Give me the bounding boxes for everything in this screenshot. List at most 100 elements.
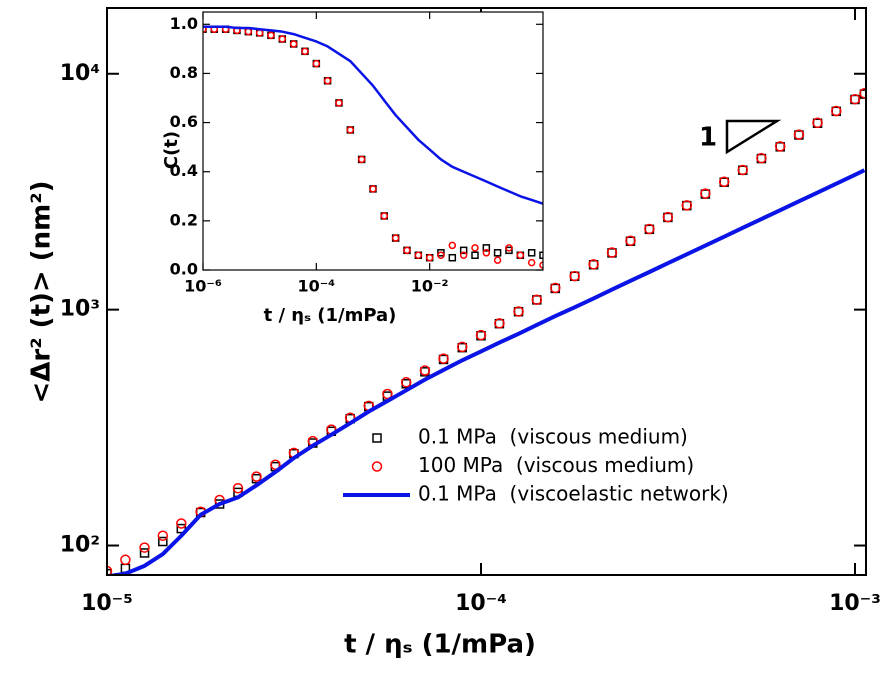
square-marker xyxy=(448,253,457,262)
circle-marker xyxy=(120,554,131,566)
circle-marker xyxy=(625,235,636,247)
circle-marker xyxy=(493,256,502,264)
circle-marker xyxy=(312,59,321,68)
circle-marker xyxy=(531,294,543,305)
y-tick-label: 10² xyxy=(60,533,100,558)
circle-marker xyxy=(550,282,561,294)
plot-area xyxy=(203,12,543,270)
circle-marker xyxy=(718,176,730,188)
y-tick-label: 1.0 xyxy=(170,14,198,33)
circle-marker xyxy=(419,365,431,376)
x-tick-label: 10⁻⁵ xyxy=(81,591,133,616)
square-marker xyxy=(459,246,468,255)
circle-marker xyxy=(505,244,513,252)
circle-marker xyxy=(662,211,674,223)
x-tick-label: 10⁻⁴ xyxy=(455,591,507,616)
circle-marker xyxy=(471,244,479,252)
square-marker xyxy=(437,249,445,257)
circle-marker xyxy=(457,341,468,353)
y-axis-title: C(t) xyxy=(161,131,182,169)
circle-marker xyxy=(270,459,281,471)
x-tick-label: 10⁻³ xyxy=(829,591,880,616)
circle-marker xyxy=(176,518,187,529)
circle-marker xyxy=(737,164,748,176)
plot-frame xyxy=(106,7,867,576)
plot-1: 10⁻⁶ 10⁻⁴ 10⁻² 0.0 0.2 0.4 0.6 0.8 1.0 t / ηₛ (1/… xyxy=(161,11,544,326)
circle-marker xyxy=(369,185,377,193)
legend-text: 100 MPa (viscous medium) xyxy=(418,453,694,477)
circle-marker xyxy=(403,246,411,255)
circle-marker xyxy=(700,188,711,199)
y-tick-label: 0.4 xyxy=(170,161,198,180)
circle-marker xyxy=(391,234,400,242)
circle-marker xyxy=(494,318,505,329)
circle-marker xyxy=(346,126,355,134)
square-marker xyxy=(539,251,543,260)
square-marker xyxy=(158,536,168,547)
x-axis-title: t / ηₛ (1/mPa) xyxy=(264,305,397,326)
circle-marker xyxy=(382,388,393,400)
y-tick-label: 10³ xyxy=(60,297,100,322)
circle-marker xyxy=(756,152,767,164)
circle-marker xyxy=(831,105,842,117)
circle-marker xyxy=(232,482,244,494)
circle-marker xyxy=(569,270,580,282)
circle-marker xyxy=(437,251,445,260)
square-marker xyxy=(493,249,502,257)
circle-marker xyxy=(482,249,491,257)
circle-marker xyxy=(139,542,150,553)
circle-marker xyxy=(859,87,866,99)
y-tick-label: 0.0 xyxy=(170,260,198,279)
circle-marker xyxy=(448,241,457,250)
circle-marker xyxy=(278,35,287,43)
circle-marker xyxy=(323,77,332,85)
circle-marker xyxy=(289,40,298,48)
legend-text: 0.1 MPa (viscoelastic network) xyxy=(418,482,729,506)
square-marker xyxy=(139,548,150,558)
legend-marker xyxy=(371,461,383,472)
y-tick-label: 0.8 xyxy=(170,63,198,82)
series-group xyxy=(203,25,543,269)
y-axis-title: <Δr² (t)> (nm²) xyxy=(27,181,57,404)
legend-text: 0.1 MPa (viscous medium) xyxy=(418,425,688,449)
circle-marker xyxy=(425,253,434,262)
square-marker xyxy=(505,246,513,255)
y-tick-label: 0.6 xyxy=(170,112,198,131)
series-line xyxy=(107,168,866,575)
circle-marker xyxy=(539,261,543,269)
circle-marker xyxy=(157,530,169,542)
legend-marker xyxy=(372,433,382,443)
circle-marker xyxy=(812,117,823,129)
square-marker xyxy=(527,249,536,257)
circle-marker xyxy=(516,251,525,260)
circle-marker xyxy=(513,306,524,317)
circle-marker xyxy=(774,141,786,152)
circle-marker xyxy=(380,212,389,220)
circle-marker xyxy=(107,565,113,575)
circle-marker xyxy=(475,329,487,341)
circle-marker xyxy=(203,25,207,33)
circle-marker xyxy=(251,471,262,482)
circle-marker xyxy=(301,47,309,56)
circle-marker xyxy=(588,259,599,270)
slope-label: 1 xyxy=(699,123,717,153)
circle-marker xyxy=(267,31,275,40)
circle-marker xyxy=(335,99,343,107)
circle-marker xyxy=(459,251,468,260)
y-tick-label: 0.2 xyxy=(170,210,198,229)
x-tick-label: 10⁻² xyxy=(411,277,449,296)
circle-marker xyxy=(681,200,693,211)
series-group xyxy=(107,87,866,575)
x-axis-title: t / ηₛ (1/mPa) xyxy=(344,630,536,660)
circle-marker xyxy=(793,129,805,140)
circle-marker xyxy=(527,258,536,267)
circle-marker xyxy=(606,247,618,258)
circle-marker xyxy=(357,155,366,164)
x-tick-label: 10⁻⁴ xyxy=(297,277,335,296)
y-tick-label: 10⁴ xyxy=(60,61,100,86)
x-tick-label: 10⁻⁶ xyxy=(184,277,222,296)
circle-marker xyxy=(414,251,423,260)
circle-marker xyxy=(644,223,655,235)
square-marker xyxy=(482,244,491,252)
